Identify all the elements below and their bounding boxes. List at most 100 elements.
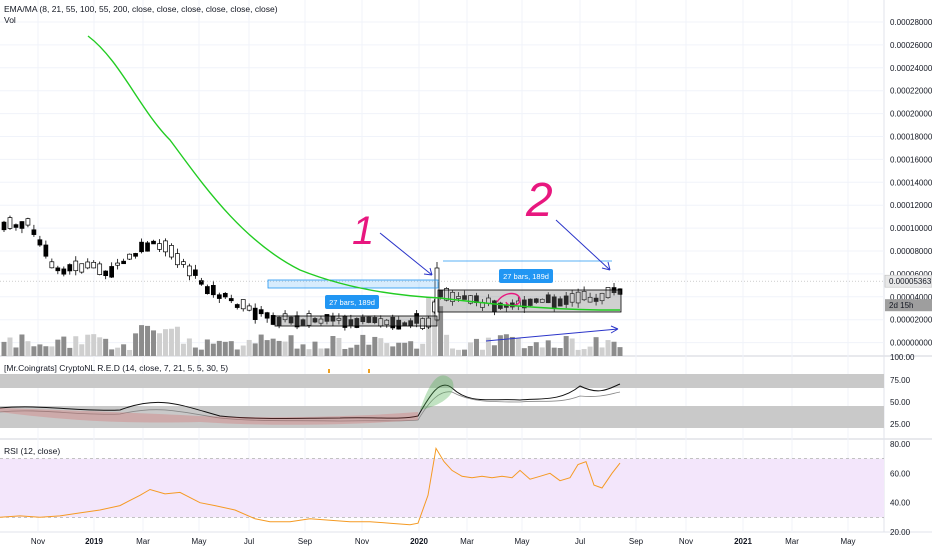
candle-body (145, 242, 150, 252)
volume-bar (342, 348, 348, 356)
candle-body (199, 280, 204, 285)
time-tick-label: 2021 (734, 537, 752, 546)
volume-bar (456, 349, 462, 356)
price-tick-label: 0.00014000 (890, 178, 932, 187)
candle-body (372, 317, 378, 324)
candle-body (1, 221, 7, 231)
volume-bar (563, 336, 569, 356)
volume-bar (545, 340, 551, 356)
price-tick-label: 0.00006000 (890, 270, 932, 279)
volume-bar (115, 347, 121, 356)
volume-bar (617, 347, 623, 356)
volume-bar (479, 349, 485, 356)
volume-bar (67, 347, 73, 356)
candle-body (575, 291, 581, 304)
volume-bar (402, 342, 408, 356)
candle-body (139, 241, 144, 253)
volume-bar (378, 338, 384, 356)
price-tick-label: 0.00008000 (890, 247, 932, 256)
volume-bar (527, 345, 533, 356)
red-lower-band (0, 406, 884, 428)
red-red-cloud (0, 408, 418, 425)
volume-bar (19, 334, 25, 356)
chart-overlays: 27 bars, 189d 27 bars, 189d 1 2 (0, 174, 884, 342)
price-tick-label: 0.00016000 (890, 155, 932, 164)
volume-bar (605, 340, 611, 356)
candle-body (462, 295, 467, 300)
candle-body (115, 262, 120, 266)
candle-body (55, 267, 61, 272)
volume-bar (581, 349, 587, 356)
price-axis[interactable]: 0.00028000 0.00026000 0.00024000 0.00022000… (884, 18, 932, 537)
volume-bar (192, 347, 198, 356)
time-tick-label: May (191, 537, 206, 546)
ema-indicator-label[interactable]: EMA/MA (8, 21, 55, 100, 55, 200, close, … (4, 4, 278, 14)
volume-bar (127, 349, 133, 356)
volume-bar (599, 347, 605, 356)
red-indicator-label[interactable]: [Mr.Coingrats] CryptoNL R.E.D (14, close… (4, 363, 229, 373)
volume-bar (432, 299, 438, 356)
candle-body (288, 316, 294, 324)
volume-bar (366, 344, 372, 356)
candle-body (103, 270, 109, 277)
price-tick-label: 0.00022000 (890, 87, 932, 96)
volume-bar (593, 337, 599, 356)
red-tick-label: 25.00 (890, 420, 911, 429)
volume-bar (276, 340, 282, 356)
volume-bar (156, 333, 162, 356)
candle-body (85, 261, 91, 269)
volume-bar (174, 326, 180, 356)
volume-bar (103, 338, 109, 356)
consolidation-box (274, 315, 438, 327)
volume-bar (252, 343, 258, 356)
volume-bar (258, 334, 264, 356)
volume-bar (1, 341, 7, 356)
countdown-value: 2d 15h (889, 301, 913, 310)
volume-bar (324, 348, 330, 356)
volume-indicator-label[interactable]: Vol (4, 15, 16, 25)
volume-bar (216, 340, 222, 356)
candle-body (13, 224, 19, 228)
volume-bar (414, 348, 420, 356)
red-indicator-pane (0, 369, 884, 428)
measure-label-1-text: 27 bars, 189d (329, 298, 375, 307)
volume-bar (288, 335, 294, 356)
candle-body (312, 318, 318, 323)
candle-body (181, 261, 186, 265)
volume-bar (186, 338, 192, 356)
rsi-tick-label: 40.00 (890, 499, 911, 508)
volume-bar (354, 344, 360, 356)
price-tick-label: 0.00026000 (890, 41, 932, 50)
volume-bar (133, 333, 139, 356)
candle-body (246, 305, 252, 311)
rsi-indicator-label[interactable]: RSI (12, close) (4, 446, 61, 456)
red-tick-label: 50.00 (890, 398, 911, 407)
candle-body (228, 298, 234, 302)
time-tick-label: Sep (298, 537, 313, 546)
volume-bar (473, 338, 479, 356)
time-tick-label: 2019 (85, 537, 103, 546)
time-axis[interactable]: Nov 2019 Mar May Jul Sep Nov 2020 Mar May Jul Sep No… (31, 537, 856, 546)
volume-bar (557, 348, 563, 356)
candle-body (240, 299, 246, 310)
red-signal-line (0, 391, 621, 422)
volume-bar (97, 337, 103, 356)
time-tick-label: May (840, 537, 855, 546)
volume-bar (485, 337, 491, 356)
candle-body (384, 319, 390, 326)
measure-range-1 (267, 279, 439, 289)
volume-bar (91, 334, 97, 356)
candle-body (37, 239, 43, 246)
candle-body (557, 298, 563, 307)
volume-bar (306, 349, 312, 356)
red-tick-label: 100.00 (890, 353, 915, 362)
candle-body (527, 298, 533, 306)
volume-bar (13, 347, 19, 356)
volume-bar (462, 349, 468, 356)
volume-bar (145, 325, 151, 356)
price-tick-label: 0.00018000 (890, 133, 932, 142)
candle-body (581, 291, 587, 301)
volume-bar (420, 343, 426, 356)
